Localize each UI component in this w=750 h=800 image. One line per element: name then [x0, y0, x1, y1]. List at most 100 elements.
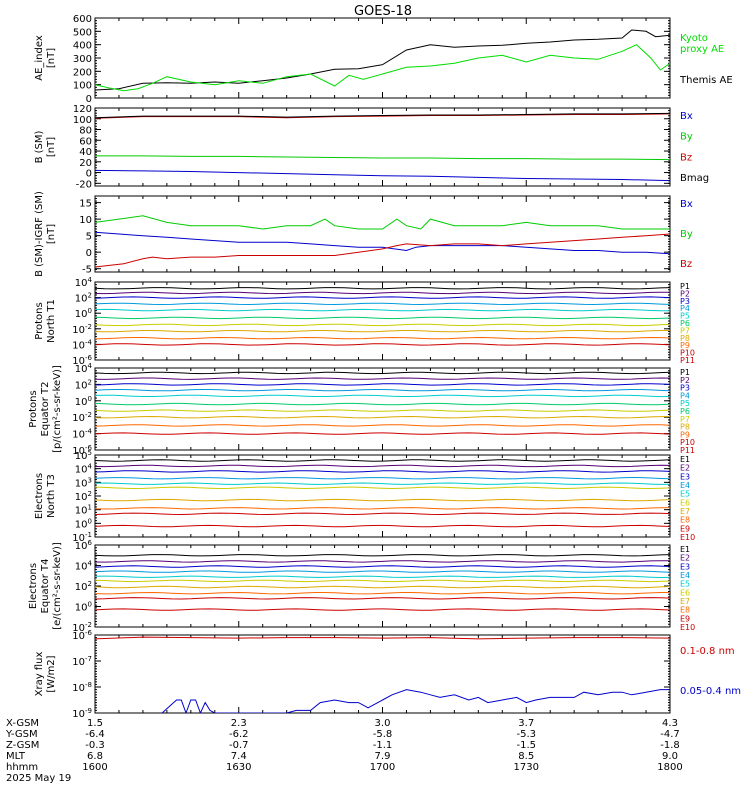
- channel-line: [95, 486, 670, 490]
- plot-area: [95, 215, 670, 268]
- legend-entry: P4: [680, 304, 690, 313]
- ephemeris-row-label: hhmm: [6, 762, 38, 773]
- ephemeris-value: 4.3: [662, 718, 678, 729]
- legend-entry: Bz: [680, 152, 692, 163]
- channel-line: [95, 291, 670, 295]
- channel-line: [95, 302, 670, 306]
- y-tick-label: 100: [73, 115, 92, 126]
- legend-entry: E6: [680, 588, 690, 597]
- channel-line: [95, 424, 670, 427]
- legend-entry: P3: [680, 384, 690, 393]
- legend-entry: P4: [680, 391, 690, 400]
- legend-entry: Bx: [680, 111, 693, 122]
- series-line-kyoto-proxy-ae: [95, 44, 670, 92]
- y-tick-label: 102: [75, 378, 92, 391]
- plot-area: [95, 29, 670, 92]
- legend-entry: E4: [680, 481, 690, 490]
- ephemeris-value: 1600: [82, 762, 107, 773]
- legend-entry: P3: [680, 297, 690, 306]
- legend: 0.1-0.8 nm 0.05-0.4 nm: [680, 646, 741, 697]
- channel-line: [95, 524, 670, 528]
- channel-line: [95, 554, 670, 557]
- y-axis-label: [W/m2]: [46, 655, 57, 692]
- legend-entry: E9: [680, 524, 690, 533]
- panel-frame: [94, 195, 671, 273]
- y-tick-label: 100: [75, 517, 92, 530]
- legend-entry: P1: [680, 282, 690, 291]
- y-tick-label: 104: [75, 276, 93, 289]
- y-tick-label: 300: [73, 54, 92, 65]
- panel-frame: [94, 544, 671, 628]
- channel-line: [95, 409, 670, 412]
- channel-line: [95, 591, 670, 595]
- ephemeris-value: -5.3: [516, 729, 536, 740]
- ephemeris-value: 3.0: [375, 718, 391, 729]
- channel-line: [95, 579, 670, 583]
- ephemeris-value: 7.9: [375, 751, 391, 762]
- y-tick-label: 10-6: [72, 629, 92, 642]
- series-line-themis-ae: [95, 29, 670, 91]
- channel-line: [95, 476, 670, 480]
- legend-entry: P6: [680, 319, 690, 328]
- panel-frame: [94, 17, 671, 99]
- series-line-0-1-0-8-nm: [95, 636, 670, 640]
- ephemeris-value: -6.4: [85, 729, 105, 740]
- legend-entry: 0.1-0.8 nm: [680, 646, 735, 657]
- channel-line: [95, 383, 670, 386]
- series-line-bmag: [95, 112, 670, 119]
- ephemeris-value: -1.5: [516, 740, 536, 751]
- legend-entry: P9: [680, 341, 690, 350]
- ephemeris-row-label: MLT: [6, 751, 26, 762]
- legend-entry: P5: [680, 312, 690, 321]
- legend-entry: E5: [680, 580, 690, 589]
- y-tick-label: -5: [82, 265, 92, 276]
- y-axis-label: North T3: [46, 474, 57, 518]
- panel-frame: [94, 454, 671, 538]
- ephemeris-value: 8.5: [518, 751, 534, 762]
- plot-area: [95, 287, 670, 346]
- y-tick-label: 0: [86, 248, 92, 259]
- channel-line: [95, 377, 670, 380]
- legend-entry: P6: [680, 407, 690, 416]
- series-line-bx: [95, 231, 670, 255]
- ephemeris-value: 1800: [657, 762, 682, 773]
- channel-line: [95, 394, 670, 398]
- legend-entry: E5: [680, 490, 690, 499]
- y-tick-label: 10: [79, 215, 92, 226]
- legend-entry: E8: [680, 516, 690, 525]
- y-tick-label: 400: [73, 41, 92, 52]
- y-tick-label: 104: [75, 560, 93, 573]
- channel-line: [95, 512, 670, 516]
- y-tick-label: 10-4: [72, 428, 92, 441]
- legend-entry: Bx: [680, 199, 693, 210]
- panel-bdiff: -5 0 5 10 15 B (SM)-IGRF (SM) [nT] Bx By Bz: [34, 191, 693, 277]
- y-tick-label: 40: [79, 147, 92, 158]
- legend-entry: P2: [680, 376, 690, 385]
- legend-entry: P10: [680, 349, 695, 358]
- y-tick-label: 600: [73, 14, 92, 25]
- channel-line: [95, 498, 670, 502]
- legend-entry: E7: [680, 507, 690, 516]
- legend-entry: E8: [680, 606, 690, 615]
- legend-entry: E2: [680, 554, 690, 563]
- ephemeris-value: 1630: [226, 762, 251, 773]
- legend-entry: E3: [680, 562, 690, 571]
- channel-line: [95, 343, 670, 346]
- channel-line: [95, 482, 670, 485]
- y-axis-label: B (SM)-IGRF (SM): [34, 191, 45, 277]
- y-axis-label: Protons: [34, 302, 45, 339]
- legend-entry: P11: [680, 356, 695, 365]
- ephemeris-value: 1730: [514, 762, 539, 773]
- ephemeris-value: -0.3: [85, 740, 105, 751]
- legend-entry: P9: [680, 430, 690, 439]
- channel-line: [95, 371, 670, 375]
- ephemeris-value: -0.7: [229, 740, 249, 751]
- legend-entry: P1: [680, 368, 690, 377]
